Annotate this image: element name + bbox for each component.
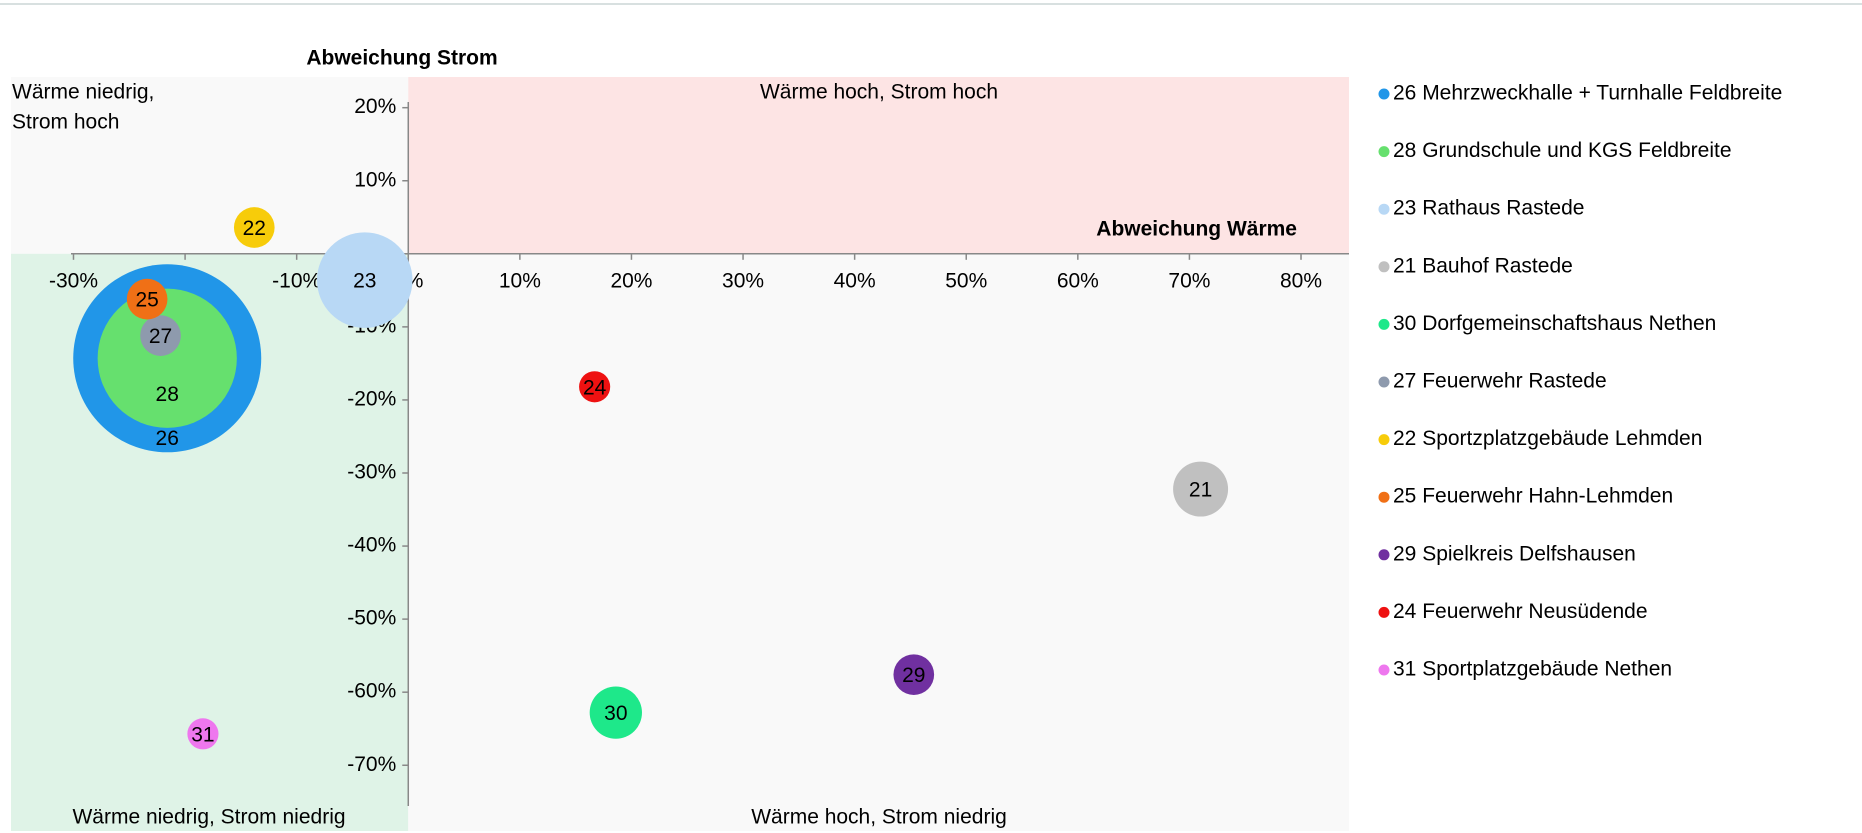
legend-label: 26 Mehrzweckhalle + Turnhalle Feldbreite (1393, 82, 1782, 105)
legend-marker (1378, 664, 1390, 676)
quadrant-label: Wärme hoch, Strom niedrig (751, 806, 1007, 829)
y-tick-label: 10% (354, 168, 396, 191)
y-tick-label: 20% (354, 95, 396, 118)
legend-marker (1378, 606, 1390, 618)
x-tick-label: 10% (499, 269, 541, 292)
bubble-label: 21 (1189, 479, 1212, 502)
quadrant-top-right (408, 77, 1349, 254)
x-tick-label: -10% (272, 269, 321, 292)
y-tick-label: -60% (347, 680, 396, 703)
x-tick-label: 80% (1280, 269, 1322, 292)
legend-marker (1378, 491, 1390, 503)
bubble (126, 278, 168, 320)
legend-label: 31 Sportplatzgebäude Nethen (1393, 658, 1672, 681)
legend-marker (1378, 318, 1390, 330)
bubble-label: 24 (583, 376, 607, 399)
bubble (140, 315, 181, 356)
legend-marker (1378, 146, 1390, 158)
x-tick-label: 50% (945, 269, 987, 292)
bubble-label: 22 (243, 217, 266, 240)
legend-label: 25 Feuerwehr Hahn-Lehmden (1393, 485, 1673, 508)
legend-label: 24 Feuerwehr Neusüdende (1393, 600, 1648, 623)
bubble (316, 232, 413, 328)
bubble (97, 288, 237, 428)
legend-marker (1378, 376, 1390, 388)
quadrant-label: Wärme niedrig, (12, 81, 154, 104)
legend-label: 21 Bauhof Rastede (1393, 254, 1573, 277)
legend-label: 27 Feuerwehr Rastede (1393, 370, 1607, 393)
bubble-label: 25 (135, 289, 158, 312)
x-tick-label: -30% (49, 269, 98, 292)
bubble (589, 686, 642, 739)
bubble (187, 718, 219, 750)
legend-label: 28 Grundschule und KGS Feldbreite (1393, 139, 1732, 162)
y-axis-title: Abweichung Strom (306, 47, 497, 70)
x-axis-title: Abweichung Wärme (1096, 218, 1297, 241)
quadrant-bottom-right (408, 253, 1349, 832)
bubble-label: 27 (149, 325, 172, 348)
bubble-label: 23 (353, 270, 376, 293)
y-tick-label: -30% (347, 461, 396, 484)
legend-marker (1378, 434, 1390, 446)
legend-marker (1378, 261, 1390, 273)
x-tick-label: 60% (1057, 269, 1099, 292)
x-tick-label: 40% (834, 269, 876, 292)
quadrant-label: Wärme niedrig, Strom niedrig (72, 806, 345, 829)
bubble (1173, 461, 1229, 517)
bubble (579, 371, 611, 403)
legend-label: 30 Dorfgemeinschaftshaus Nethen (1393, 312, 1716, 335)
legend-marker (1378, 549, 1390, 561)
bubble-label: 29 (902, 664, 925, 687)
y-tick-label: -50% (347, 607, 396, 630)
bubble-label: 31 (191, 723, 214, 746)
x-tick-label: 30% (722, 269, 764, 292)
quadrant-label: Strom hoch (12, 111, 119, 134)
legend-label: 29 Spielkreis Delfshausen (1393, 542, 1636, 565)
x-tick-label: 20% (610, 269, 652, 292)
quadrant-label: Wärme hoch, Strom hoch (760, 81, 998, 104)
bubble-label: 28 (156, 383, 179, 406)
x-tick-label: 70% (1168, 269, 1210, 292)
legend-marker (1378, 203, 1390, 215)
legend-marker (1378, 88, 1390, 100)
y-tick-label: -70% (347, 753, 396, 776)
bubble-label: 26 (156, 427, 179, 450)
bubble (233, 207, 275, 248)
legend-label: 22 Sportzplatzgebäude Lehmden (1393, 427, 1702, 450)
bubble (893, 654, 935, 695)
y-tick-label: -40% (347, 534, 396, 557)
y-tick-label: -20% (347, 387, 396, 410)
bubble-label: 30 (604, 702, 627, 725)
quadrant-top-left (11, 77, 409, 254)
legend-label: 23 Rathaus Rastede (1393, 197, 1584, 220)
